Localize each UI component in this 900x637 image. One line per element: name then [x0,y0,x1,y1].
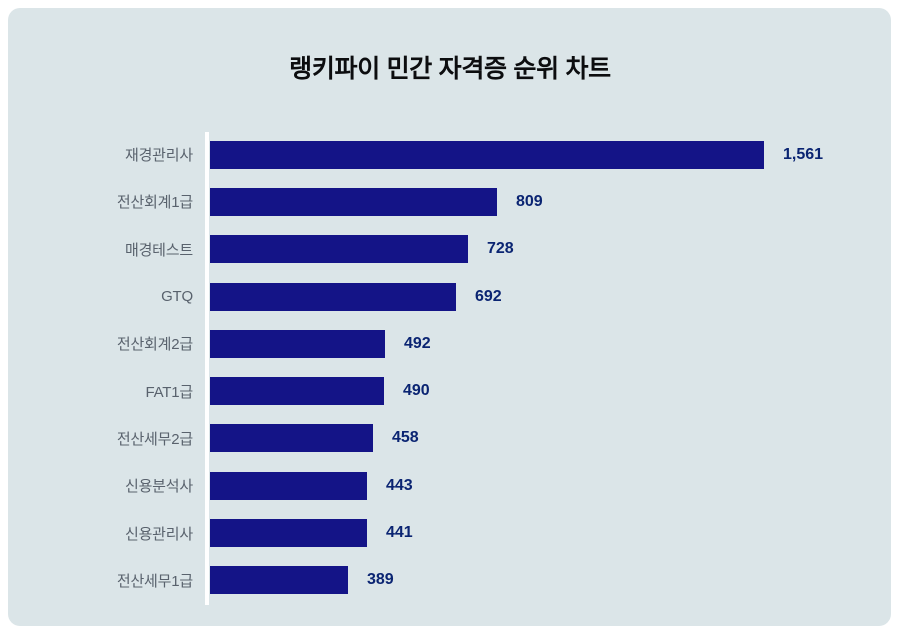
bar [210,471,367,500]
chart-panel [8,8,891,626]
value-label: 1,561 [783,145,824,163]
chart-row: FAT1급 490 [8,367,892,414]
bar [210,282,456,311]
category-label: 전산회계1급 [116,194,193,212]
value-label: 458 [392,429,419,447]
bar-track: 1,561 [210,140,892,169]
bar [210,424,373,453]
bar-track: 809 [210,187,892,216]
chart-row: 전산세무1급 389 [8,557,892,604]
category-label: FAT1급 [145,383,193,401]
value-label: 728 [487,240,514,258]
bar-track: 492 [210,329,892,358]
value-label: 809 [516,192,543,210]
category-label: 전산세무1급 [116,572,193,590]
bar-track: 490 [210,377,892,406]
category-label: 전산세무2급 [116,430,193,448]
chart-row: 전산회계1급 809 [8,178,892,225]
bar [210,519,367,548]
bar-track: 443 [210,471,892,500]
chart-row: 신용분석사 443 [8,462,892,509]
chart-title: 랭키파이 민간 자격증 순위 차트 [289,55,611,83]
value-label: 490 [403,382,430,400]
bar [210,377,384,406]
chart-row: 매경테스트 728 [8,226,892,273]
bar [210,140,764,169]
bar-track: 441 [210,519,892,548]
category-label: 전산회계2급 [116,336,193,354]
bar [210,329,385,358]
bar-track: 692 [210,282,892,311]
chart-row: GTQ 692 [8,273,892,320]
value-label: 441 [386,524,413,542]
category-label: 신용분석사 [124,478,193,496]
value-label: 389 [367,571,394,589]
chart-row: 전산회계2급 492 [8,320,892,367]
value-label: 443 [386,476,413,494]
chart-row: 재경관리사 1,561 [8,131,892,178]
bar [210,187,497,216]
bar-chart: 재경관리사 1,561 전산회계1급 809 매경테스트 728 GTQ 692 전산회계2급 4… [8,131,892,604]
category-label: 재경관리사 [124,147,193,165]
value-label: 492 [404,334,431,352]
bar-track: 458 [210,424,892,453]
bar [210,566,348,595]
category-label: 매경테스트 [124,241,193,259]
bar-track: 389 [210,566,892,595]
value-label: 692 [475,287,502,305]
category-label: 신용관리사 [124,525,193,543]
y-axis-line [205,132,209,605]
category-label: GTQ [161,288,193,306]
chart-row: 신용관리사 441 [8,509,892,556]
bar-track: 728 [210,235,892,264]
bar [210,235,468,264]
chart-row: 전산세무2급 458 [8,415,892,462]
